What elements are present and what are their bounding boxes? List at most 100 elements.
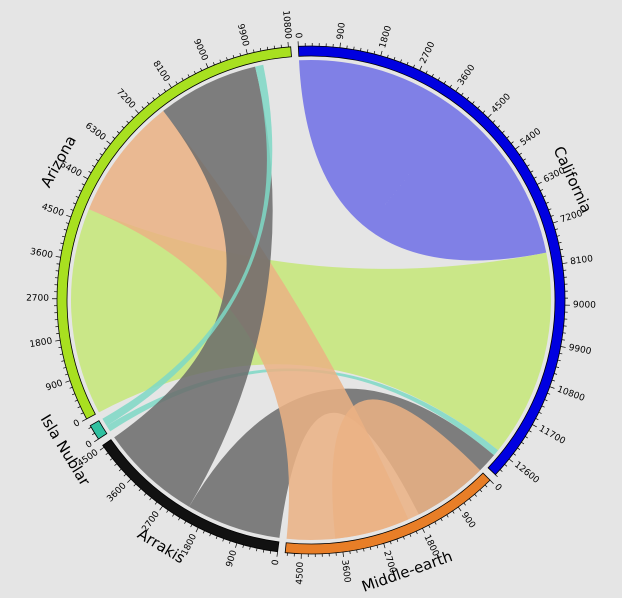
minor-tick xyxy=(74,399,78,402)
minor-tick xyxy=(551,379,555,382)
group-arc-middle-earth xyxy=(284,472,491,555)
minor-tick xyxy=(123,473,127,477)
minor-tick xyxy=(526,164,530,167)
minor-tick xyxy=(81,183,85,186)
minor-tick xyxy=(533,176,537,179)
minor-tick xyxy=(555,366,560,368)
ribbon-arrakis-to-arizona xyxy=(114,66,273,507)
minor-tick xyxy=(363,548,365,552)
minor-tick xyxy=(446,514,449,518)
minor-tick xyxy=(91,164,95,168)
minor-tick xyxy=(59,353,63,355)
minor-tick xyxy=(222,538,225,542)
minor-tick xyxy=(187,74,190,78)
minor-tick xyxy=(492,120,496,123)
minor-tick xyxy=(403,536,405,540)
minor-tick xyxy=(477,105,480,109)
minor-tick xyxy=(133,483,137,487)
major-tick xyxy=(560,346,566,348)
tick-label-california: 10800 xyxy=(556,385,587,404)
tick-label-california: 1800 xyxy=(378,24,394,49)
minor-tick xyxy=(77,406,81,409)
tick-label-isla-nublar: 0 xyxy=(84,439,94,451)
minor-tick xyxy=(152,97,155,101)
minor-tick xyxy=(482,110,486,114)
tick-label-middle-earth: 900 xyxy=(459,511,477,531)
ribbon-california-to-california xyxy=(299,59,547,261)
minor-tick xyxy=(556,235,560,237)
major-tick xyxy=(383,543,386,549)
minor-tick xyxy=(154,501,158,505)
minor-tick xyxy=(428,524,431,528)
minor-tick xyxy=(114,463,118,466)
minor-tick xyxy=(506,135,510,139)
tick-label-california: 0 xyxy=(293,32,303,38)
major-tick xyxy=(342,551,344,557)
major-tick xyxy=(106,140,111,145)
tick-label-arizona: 0 xyxy=(72,418,82,430)
minor-tick xyxy=(75,196,79,198)
minor-tick xyxy=(149,497,152,501)
group-arc-california xyxy=(297,45,566,476)
tick-label-california: 5400 xyxy=(519,127,544,149)
tick-label-arrakis: 900 xyxy=(225,549,240,569)
minor-tick xyxy=(166,509,169,513)
major-tick xyxy=(83,176,88,180)
major-tick xyxy=(159,505,163,511)
major-tick xyxy=(549,386,555,389)
minor-tick xyxy=(540,189,544,192)
group-arc-isla-nublar xyxy=(89,420,108,440)
tick-label-california: 3600 xyxy=(456,63,477,88)
minor-tick xyxy=(61,360,65,362)
major-tick xyxy=(419,65,423,71)
minor-tick xyxy=(449,84,452,88)
tick-label-arizona: 6300 xyxy=(83,121,107,143)
minor-tick xyxy=(528,430,532,433)
minor-tick xyxy=(543,195,547,198)
tick-label-california: 900 xyxy=(336,22,348,40)
minor-tick xyxy=(523,158,526,161)
major-tick xyxy=(380,50,383,56)
minor-tick xyxy=(431,73,434,77)
tick-label-middle-earth: 4500 xyxy=(295,561,306,585)
minor-tick xyxy=(226,57,228,61)
minor-tick xyxy=(434,521,437,525)
minor-tick xyxy=(393,56,396,61)
minor-tick xyxy=(63,229,67,231)
minor-tick xyxy=(65,373,69,376)
minor-tick xyxy=(219,59,222,63)
major-tick xyxy=(422,528,425,533)
minor-tick xyxy=(366,49,369,53)
minor-tick xyxy=(495,474,498,478)
tick-label-california: 11700 xyxy=(537,424,567,447)
minor-tick xyxy=(184,520,187,524)
tick-label-arrakis: 3600 xyxy=(105,481,128,504)
minor-tick xyxy=(141,106,145,109)
minor-tick xyxy=(118,468,122,472)
minor-tick xyxy=(181,77,184,81)
minor-tick xyxy=(415,531,418,535)
minor-tick xyxy=(95,159,99,162)
tick-label-arizona: 7200 xyxy=(114,87,137,111)
major-tick xyxy=(55,339,61,342)
major-tick xyxy=(552,221,558,224)
group-label-middle-earth: Middle-earth xyxy=(359,547,455,596)
minor-tick xyxy=(504,464,508,467)
minor-tick xyxy=(242,544,244,548)
major-tick xyxy=(94,438,99,443)
minor-tick xyxy=(126,120,130,124)
minor-tick xyxy=(387,54,389,58)
minor-tick xyxy=(559,248,564,251)
group-label-arrakis: Arrakis xyxy=(134,525,188,568)
minor-tick xyxy=(143,493,147,496)
major-tick xyxy=(235,542,238,548)
minor-tick xyxy=(554,373,558,375)
minor-tick xyxy=(519,152,523,155)
tick-label-california: 9000 xyxy=(573,300,596,310)
tick-label-arrakis: 0 xyxy=(271,559,282,566)
minor-tick xyxy=(200,67,203,71)
major-tick xyxy=(55,256,61,258)
minor-tick xyxy=(112,136,116,139)
tick-label-arizona: 4500 xyxy=(40,202,65,219)
minor-tick xyxy=(544,399,548,402)
